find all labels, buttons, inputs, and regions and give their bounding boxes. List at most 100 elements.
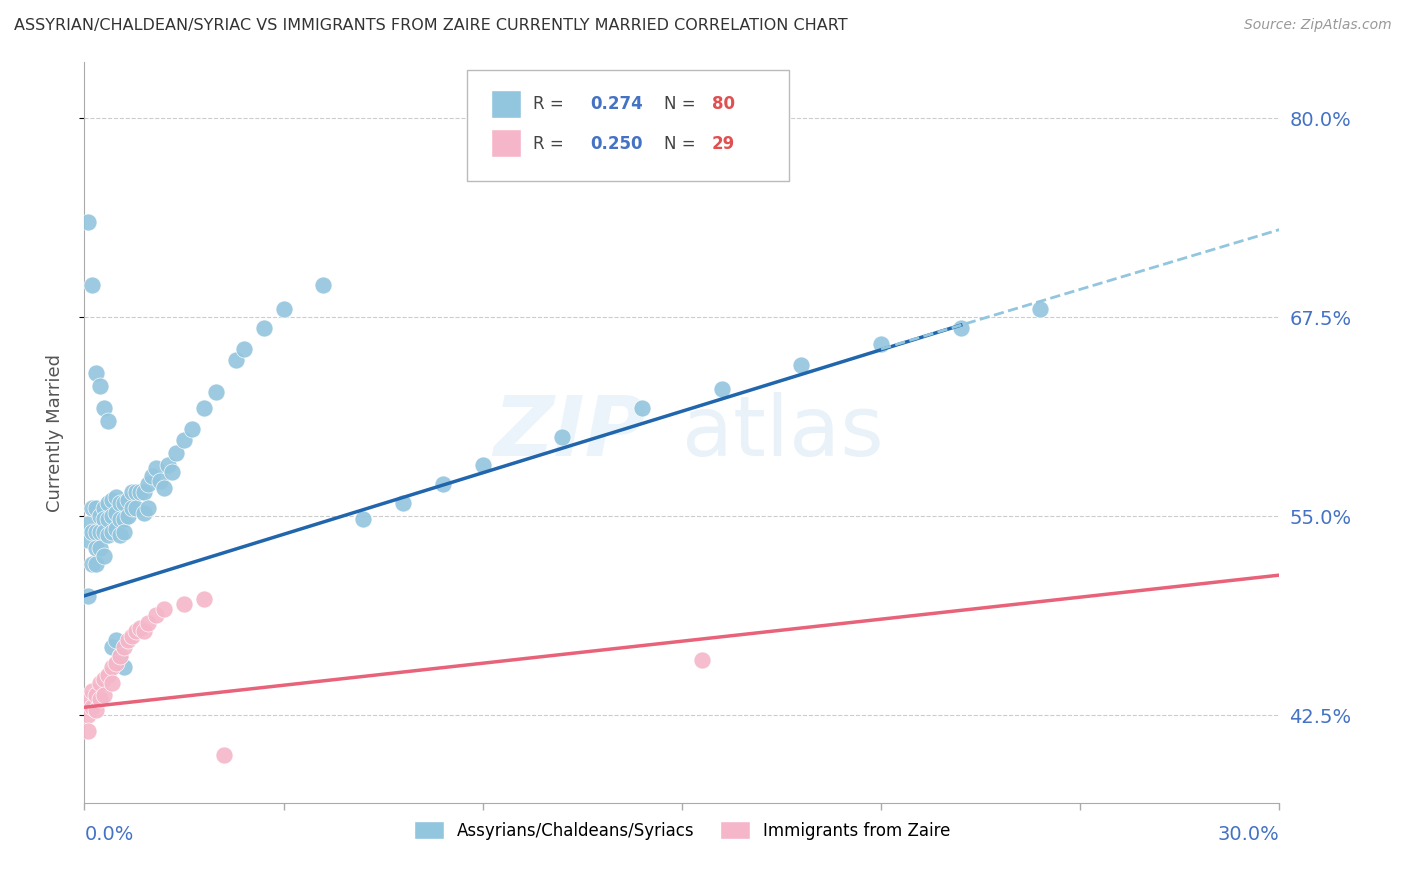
Point [710, 382, 733, 396]
Point [97, 496, 120, 510]
Point [110, 496, 132, 510]
Point [145, 607, 167, 622]
Point [86, 366, 108, 380]
Text: 0.0%: 0.0% [84, 825, 134, 844]
Point [121, 485, 143, 500]
Point [117, 493, 139, 508]
Point [136, 477, 159, 491]
Point [89, 692, 111, 706]
Point [136, 501, 159, 516]
Point [157, 458, 180, 473]
Point [89, 525, 111, 540]
Point [86, 541, 108, 555]
Point [212, 747, 235, 762]
Legend: Assyrians/Chaldeans/Syriacs, Immigrants from Zaire: Assyrians/Chaldeans/Syriacs, Immigrants … [406, 814, 957, 847]
Point [89, 676, 111, 690]
Point [110, 528, 132, 542]
Point [352, 512, 374, 526]
Point [110, 649, 132, 664]
Point [112, 640, 135, 654]
Point [89, 509, 111, 524]
Point [153, 601, 176, 615]
Point [153, 481, 176, 495]
Point [77, 708, 100, 723]
Point [253, 321, 276, 335]
Point [165, 445, 187, 459]
Point [232, 342, 254, 356]
Text: R =: R = [533, 135, 564, 153]
Point [105, 633, 128, 648]
Point [112, 496, 135, 510]
Point [690, 652, 713, 666]
Point [93, 672, 115, 686]
Point [101, 509, 124, 524]
Point [112, 525, 135, 540]
Point [101, 525, 124, 540]
Point [121, 629, 143, 643]
Point [631, 401, 654, 415]
Text: 80: 80 [711, 95, 735, 113]
Point [82, 684, 104, 698]
Point [89, 378, 111, 392]
Point [125, 501, 148, 516]
Point [97, 414, 120, 428]
Point [149, 474, 172, 488]
Point [790, 358, 813, 372]
Point [551, 429, 574, 443]
Point [145, 461, 167, 475]
Point [93, 549, 115, 563]
Point [173, 433, 195, 447]
Point [117, 509, 139, 524]
Point [132, 485, 156, 500]
Point [93, 688, 115, 702]
Point [112, 660, 135, 674]
Point [97, 512, 120, 526]
Point [117, 633, 139, 648]
Point [77, 589, 100, 603]
Text: ZIP: ZIP [494, 392, 647, 473]
Point [105, 506, 128, 520]
Point [132, 624, 156, 638]
Point [82, 525, 104, 540]
Text: Source: ZipAtlas.com: Source: ZipAtlas.com [1244, 18, 1392, 32]
Point [225, 353, 247, 368]
Point [160, 465, 183, 479]
Point [173, 597, 195, 611]
Point [110, 512, 132, 526]
Point [105, 522, 128, 536]
Point [82, 501, 104, 516]
Text: ASSYRIAN/CHALDEAN/SYRIAC VS IMMIGRANTS FROM ZAIRE CURRENTLY MARRIED CORRELATION : ASSYRIAN/CHALDEAN/SYRIAC VS IMMIGRANTS F… [14, 18, 848, 33]
Point [86, 525, 108, 540]
Point [136, 615, 159, 630]
Text: atlas: atlas [682, 392, 883, 473]
Point [132, 506, 156, 520]
Point [112, 512, 135, 526]
Point [86, 501, 108, 516]
Text: 0.274: 0.274 [591, 95, 643, 113]
Point [121, 501, 143, 516]
Text: 0.250: 0.250 [591, 135, 643, 153]
Point [77, 724, 100, 739]
Point [181, 422, 204, 436]
Point [77, 692, 100, 706]
Point [101, 676, 124, 690]
Point [125, 485, 148, 500]
FancyBboxPatch shape [491, 129, 520, 157]
Point [432, 477, 454, 491]
Point [105, 656, 128, 670]
Point [125, 624, 148, 638]
Point [86, 688, 108, 702]
Point [77, 214, 100, 228]
Point [97, 668, 120, 682]
Point [89, 541, 111, 555]
Point [77, 517, 100, 532]
Point [129, 621, 152, 635]
Text: 30.0%: 30.0% [1218, 825, 1279, 844]
Point [870, 337, 893, 351]
FancyBboxPatch shape [467, 70, 790, 181]
Point [312, 278, 335, 293]
Point [101, 640, 124, 654]
Text: N =: N = [664, 135, 696, 153]
Point [129, 485, 152, 500]
Point [82, 557, 104, 571]
